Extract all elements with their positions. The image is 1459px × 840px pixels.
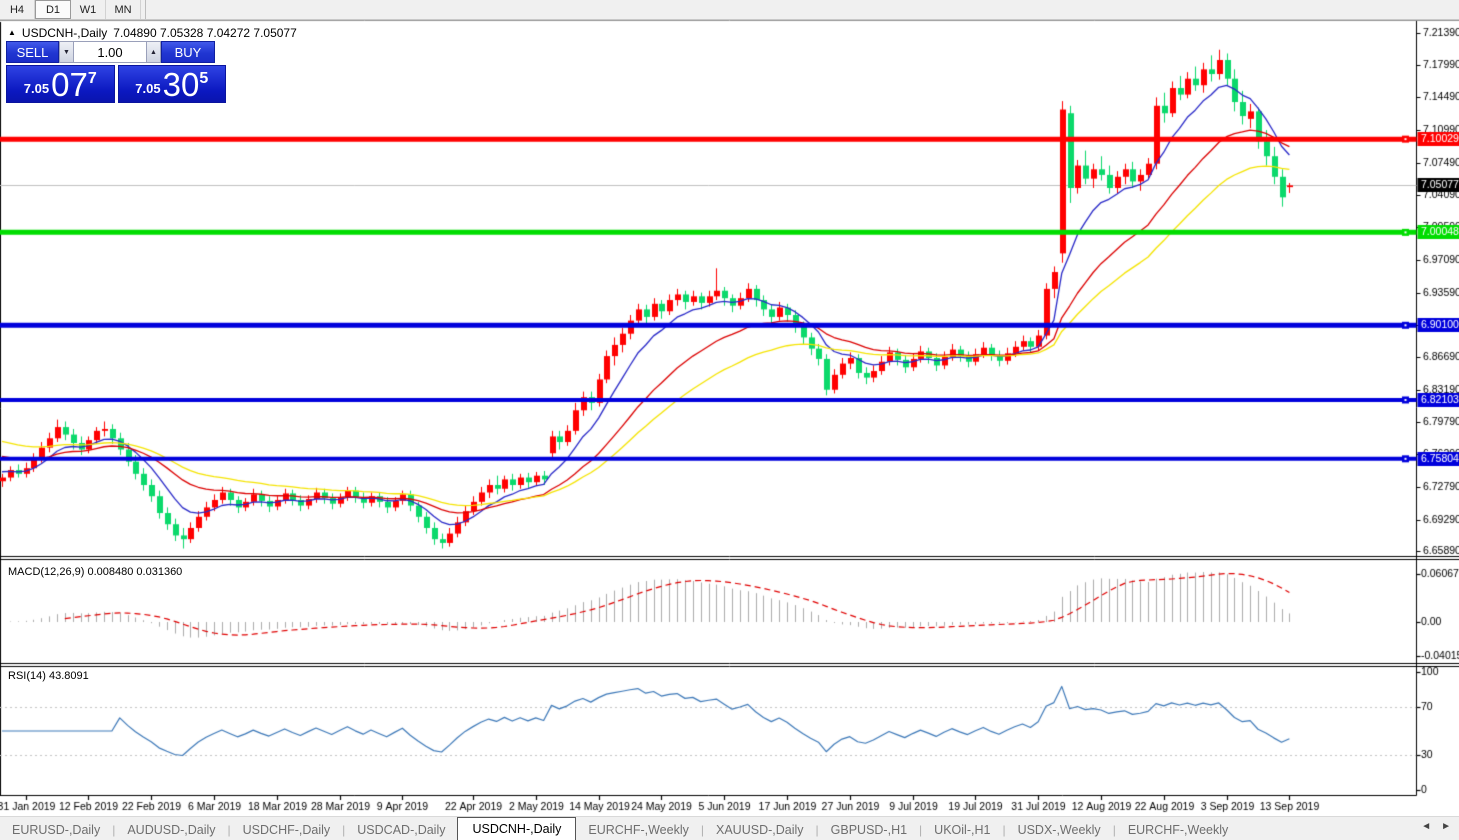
tab-xauusd-daily[interactable]: XAUUSD-,Daily — [716, 823, 804, 837]
tab-audusd-daily[interactable]: AUDUSD-,Daily — [127, 823, 216, 837]
tab-scroll-left-icon[interactable]: ◄ — [1421, 821, 1432, 832]
tab-eurusd-daily[interactable]: EURUSD-,Daily — [12, 823, 101, 837]
volume-input[interactable] — [74, 41, 146, 63]
chart-symbol-period: USDCNH-,Daily — [21, 26, 108, 40]
tab-separator: | — [919, 823, 923, 837]
timeframe-button-d1[interactable]: D1 — [35, 0, 71, 19]
timeframe-toolbar: H4 D1 W1 MN — [0, 0, 1459, 20]
macd-values: 0.008480 0.031360 — [87, 566, 183, 578]
tab-ukoil-h1[interactable]: UKOil-,H1 — [934, 823, 991, 837]
timeframe-button-w1[interactable]: W1 — [71, 0, 106, 19]
rsi-name: RSI(14) — [8, 670, 46, 682]
tab-gbpusd-h1[interactable]: GBPUSD-,H1 — [830, 823, 908, 837]
chart-ohlc-values: 7.04890 7.05328 7.04272 7.05077 — [113, 26, 297, 40]
sell-price-box[interactable]: 7.05 07 7 — [6, 65, 115, 103]
chart-title: ▲ USDCNH-,Daily 7.04890 7.05328 7.04272 … — [8, 26, 297, 40]
tab-usdx-weekly[interactable]: USDX-,Weekly — [1017, 823, 1101, 837]
tab-eurchf-weekly[interactable]: EURCHF-,Weekly — [588, 823, 689, 837]
sell-price-prefix: 7.05 — [23, 81, 50, 96]
buy-price-box[interactable]: 7.05 30 5 — [117, 65, 226, 103]
macd-name: MACD(12,26,9) — [8, 566, 85, 578]
one-click-trade-panel: SELL ▼ ▲ BUY 7.05 07 7 7.05 30 5 — [6, 41, 226, 103]
rsi-indicator-label: RSI(14) 43.8091 — [8, 670, 89, 682]
volume-increase-button[interactable]: ▲ — [146, 41, 161, 63]
macd-indicator-label: MACD(12,26,9) 0.008480 0.031360 — [8, 566, 182, 578]
tab-separator: | — [1002, 823, 1006, 837]
tab-eurchf-weekly[interactable]: EURCHF-,Weekly — [1127, 823, 1229, 837]
rsi-value: 43.8091 — [48, 670, 89, 682]
buy-price-sup: 5 — [199, 70, 209, 87]
sell-button[interactable]: SELL — [6, 41, 59, 63]
sell-price-sup: 7 — [87, 70, 97, 87]
sell-price-big: 07 — [51, 66, 88, 103]
tab-usdcad-daily[interactable]: USDCAD-,Daily — [357, 823, 446, 837]
tab-separator: | — [700, 823, 704, 837]
volume-decrease-button[interactable]: ▼ — [59, 41, 74, 63]
symbol-tab-bar: EURUSD-,Daily | AUDUSD-,Daily | USDCHF-,Dail… — [0, 816, 1459, 840]
buy-price-prefix: 7.05 — [135, 81, 161, 96]
tab-separator: | — [227, 823, 231, 837]
tab-scroll-arrows: ◄ ► — [1421, 821, 1451, 832]
tab-separator: | — [1112, 823, 1116, 837]
timeframe-button-h4[interactable]: H4 — [0, 0, 35, 19]
tab-scroll-right-icon[interactable]: ► — [1441, 821, 1451, 832]
tab-separator: | — [815, 823, 819, 837]
tab-separator: | — [112, 823, 116, 837]
tab-separator: | — [342, 823, 346, 837]
collapse-chart-icon[interactable]: ▲ — [8, 28, 16, 37]
buy-price-big: 30 — [162, 66, 200, 103]
buy-button[interactable]: BUY — [161, 41, 215, 63]
timeframe-button-mn[interactable]: MN — [106, 0, 141, 19]
toolbar-separator — [141, 0, 146, 19]
tab-usdcnh-daily[interactable]: USDCNH-,Daily — [457, 817, 577, 840]
tab-usdchf-daily[interactable]: USDCHF-,Daily — [242, 823, 331, 837]
